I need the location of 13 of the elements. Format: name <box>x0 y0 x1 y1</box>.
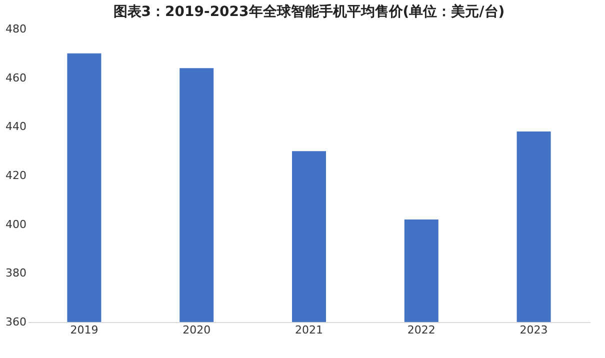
y-tick-label: 400 <box>6 218 26 231</box>
y-tick-label: 420 <box>6 169 26 182</box>
x-tick-label: 2021 <box>295 324 323 336</box>
y-tick-label: 360 <box>6 316 26 328</box>
x-tick-label: 2022 <box>407 324 436 336</box>
x-tick-label: 2023 <box>520 324 548 336</box>
y-tick-label: 480 <box>6 22 26 36</box>
y-tick-label: 380 <box>6 266 26 280</box>
chart-title: 图表3：2019-2023年全球智能手机平均售价(单位：美元/台) <box>113 3 505 20</box>
y-tick-label: 440 <box>6 120 26 134</box>
x-tick-label: 2020 <box>182 324 211 336</box>
x-tick-label: 2019 <box>70 324 98 336</box>
y-tick-label: 460 <box>6 71 26 84</box>
